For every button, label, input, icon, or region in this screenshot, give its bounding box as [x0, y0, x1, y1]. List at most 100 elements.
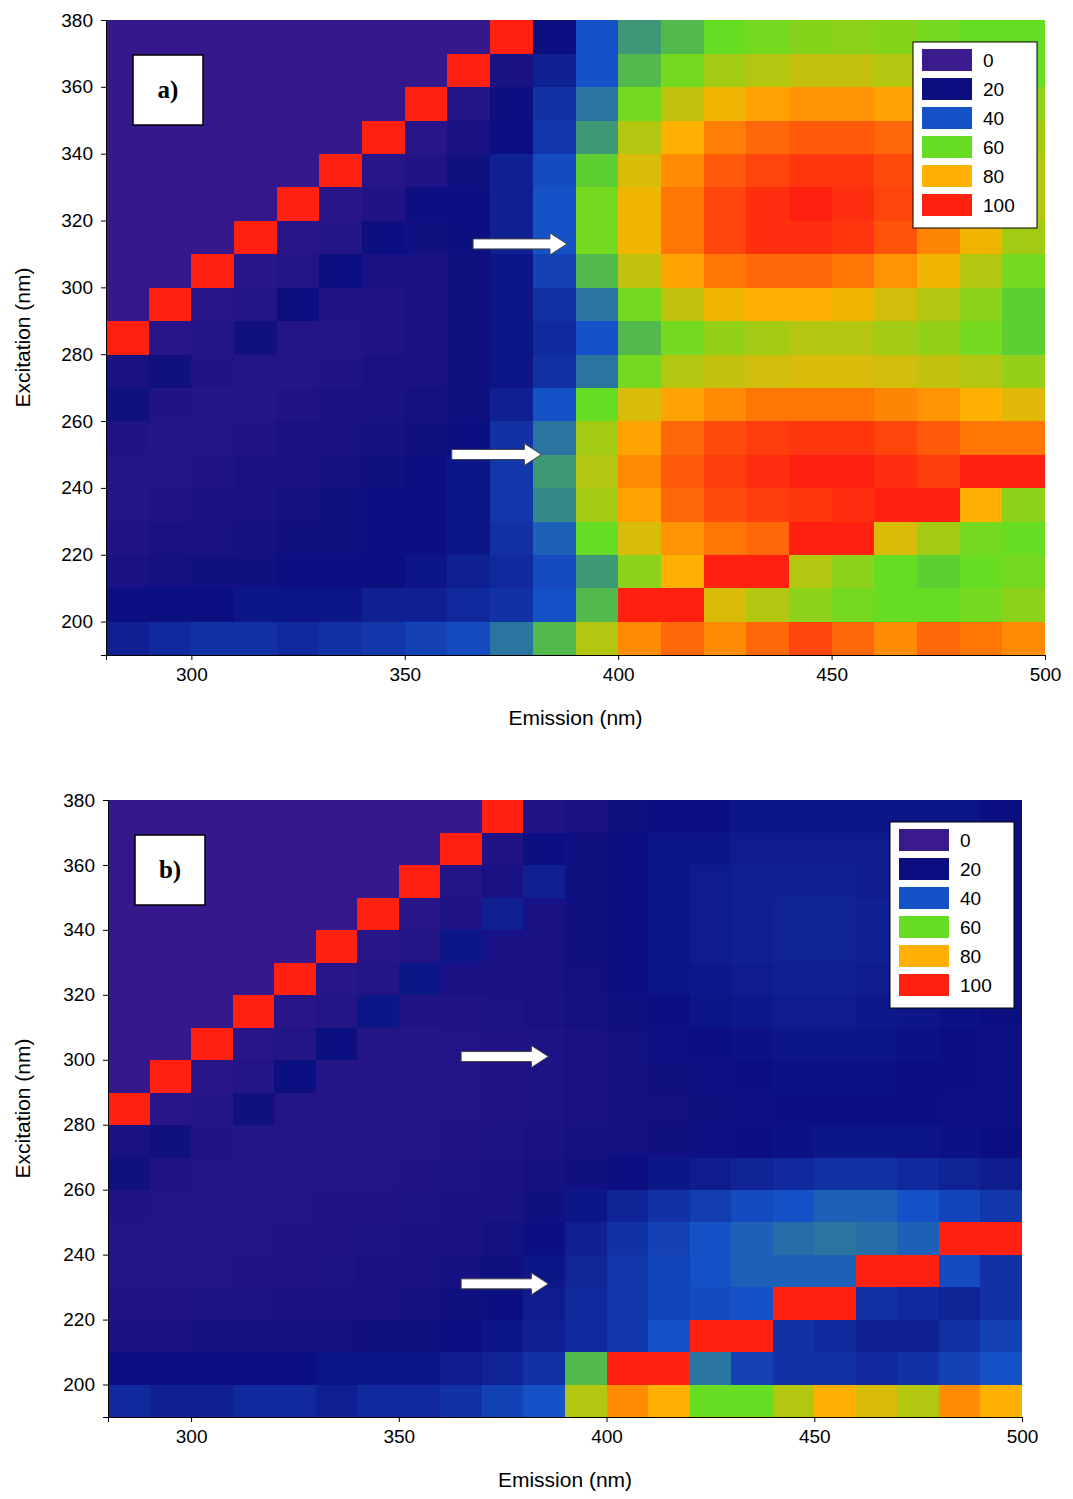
- tick-label: 260: [63, 1179, 95, 1200]
- tick-label: 450: [816, 664, 848, 685]
- heatmap-cell: [399, 1222, 441, 1255]
- heatmap-cell: [357, 962, 399, 995]
- heatmap-cell: [704, 387, 747, 421]
- axis-line: [103, 801, 109, 1418]
- heatmap-cell: [440, 1092, 482, 1125]
- heatmap-cell: [405, 87, 448, 121]
- heatmap-cell: [490, 588, 533, 622]
- heatmap-cell: [618, 354, 661, 388]
- heatmap-cell: [233, 1189, 275, 1222]
- heatmap-cell: [648, 1254, 690, 1287]
- heatmap-cell: [565, 1092, 607, 1125]
- legend: 020406080100: [913, 42, 1037, 228]
- heatmap-cell: [960, 387, 1003, 421]
- tick-label: 360: [61, 76, 93, 97]
- heatmap-cell: [618, 87, 661, 121]
- heatmap-cell: [447, 488, 490, 522]
- heatmap-cell: [746, 53, 789, 87]
- heatmap-cell: [533, 521, 576, 555]
- heatmap-cell: [533, 254, 576, 288]
- heatmap-cell: [704, 287, 747, 321]
- heatmap-cell: [357, 1222, 399, 1255]
- heatmap-cell: [277, 554, 320, 588]
- heatmap-cell: [150, 1384, 192, 1417]
- heatmap-cell: [832, 120, 875, 154]
- heatmap-cell: [405, 153, 448, 187]
- heatmap-cell: [150, 1059, 192, 1092]
- heatmap-cell: [319, 621, 362, 655]
- heatmap-cell: [440, 1059, 482, 1092]
- heatmap-cell: [789, 488, 832, 522]
- heatmap-cell: [316, 1059, 358, 1092]
- heatmap-cell: [533, 53, 576, 87]
- legend-label: 80: [983, 166, 1004, 187]
- heatmap-cell: [106, 354, 149, 388]
- heatmap-cell: [731, 1059, 773, 1092]
- heatmap-cell: [576, 421, 619, 455]
- heatmap-cell: [832, 287, 875, 321]
- heatmap-cell: [191, 1092, 233, 1125]
- heatmap-cell: [405, 554, 448, 588]
- heatmap-cell: [789, 454, 832, 488]
- heatmap-cell: [277, 254, 320, 288]
- heatmap-cell: [191, 1059, 233, 1092]
- heatmap-cell: [277, 187, 320, 221]
- tick: 380: [61, 10, 106, 31]
- heatmap-cell: [149, 187, 192, 221]
- tick: 280: [63, 1114, 108, 1135]
- heatmap-cell: [490, 521, 533, 555]
- heatmap-cell: [565, 1384, 607, 1417]
- heatmap-cell: [482, 1059, 524, 1092]
- heatmap-cell: [191, 1189, 233, 1222]
- tick-mark: [101, 354, 106, 355]
- heatmap-cell: [319, 187, 362, 221]
- heatmap-cell: [316, 1319, 358, 1352]
- heatmap-cell: [150, 1319, 192, 1352]
- heatmap-cell: [533, 354, 576, 388]
- heatmap-cell: [746, 87, 789, 121]
- heatmap-cell: [362, 87, 405, 121]
- heatmap-cell: [648, 1059, 690, 1092]
- heatmap-cell: [618, 387, 661, 421]
- heatmap-cell: [523, 1352, 565, 1385]
- heatmap-cell: [746, 421, 789, 455]
- heatmap-cell: [874, 53, 917, 87]
- heatmap-cell: [789, 220, 832, 254]
- heatmap-cell: [319, 87, 362, 121]
- heatmap-cell: [234, 387, 277, 421]
- heatmap-cell: [533, 20, 576, 54]
- legend-label: 60: [983, 137, 1004, 158]
- heatmap-cell: [648, 1222, 690, 1255]
- heatmap-cell: [234, 454, 277, 488]
- heatmap-cell: [856, 1092, 898, 1125]
- heatmap-cell: [746, 254, 789, 288]
- heatmap-cell: [191, 800, 233, 833]
- heatmap-cell: [960, 287, 1003, 321]
- heatmap-cell: [661, 53, 704, 87]
- heatmap-cell: [874, 354, 917, 388]
- heatmap-cell: [106, 220, 149, 254]
- heatmap-cell: [856, 1384, 898, 1417]
- heatmap-cell: [607, 1254, 649, 1287]
- heatmap-cell: [440, 995, 482, 1028]
- heatmap-cell: [274, 1254, 316, 1287]
- tick-label: 220: [63, 1309, 95, 1330]
- heatmap-cell: [731, 930, 773, 963]
- heatmap-cell: [789, 187, 832, 221]
- heatmap-cell: [319, 120, 362, 154]
- heatmap-cell: [523, 897, 565, 930]
- heatmap-cell: [731, 1124, 773, 1157]
- heatmap-cell: [565, 1157, 607, 1190]
- heatmap-cell: [690, 1222, 732, 1255]
- heatmap-cell: [108, 1384, 150, 1417]
- heatmap-cell: [607, 1319, 649, 1352]
- heatmap-cell: [316, 930, 358, 963]
- tick-label: 300: [61, 277, 93, 298]
- heatmap-cell: [565, 1319, 607, 1352]
- legend-swatch: [922, 136, 972, 158]
- heatmap-cell: [523, 1319, 565, 1352]
- tick-label: 240: [61, 477, 93, 498]
- heatmap-cell: [319, 554, 362, 588]
- heatmap-cell: [690, 962, 732, 995]
- heatmap-cell: [316, 832, 358, 865]
